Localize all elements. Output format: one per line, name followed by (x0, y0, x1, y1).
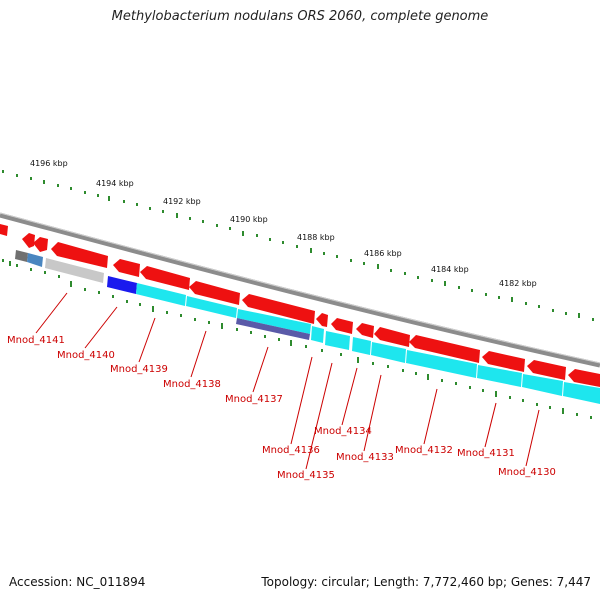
outer-scale-ticks (2, 170, 594, 321)
gene-feature (406, 350, 477, 378)
scale-label: 4190 kbp (230, 215, 268, 224)
gene-label: Mnod_4133 (336, 452, 394, 463)
cds-arrow (242, 294, 315, 324)
gene-feature (522, 374, 563, 396)
inner-scale-ticks (2, 259, 592, 419)
gene-feature (477, 365, 522, 387)
scale-label: 4186 kbp (364, 249, 402, 258)
cds-arrow (374, 327, 410, 347)
cds-arrow (0, 224, 8, 236)
cds-arrow (113, 259, 140, 277)
cds-arrow (482, 351, 525, 372)
gene-feature (186, 296, 237, 318)
scale-labels: 4196 kbp 4194 kbp 4192 kbp 4190 kbp 4188… (30, 159, 537, 288)
gene-label: Mnod_4139 (110, 364, 168, 375)
cds-arrow (356, 323, 374, 338)
scale-label: 4192 kbp (163, 197, 201, 206)
cds-arrow (316, 313, 328, 327)
map-title: Methylobacterium nodulans ORS 2060, comp… (111, 9, 489, 24)
gene-label: Mnod_4132 (395, 445, 453, 456)
cds-arrow (51, 242, 108, 268)
gene-feature (371, 342, 406, 363)
gene-label: Mnod_4135 (277, 470, 335, 481)
gene-labels: Mnod_4141 Mnod_4140 Mnod_4139 Mnod_4138 … (7, 335, 556, 481)
gene-feature (236, 318, 310, 340)
gene-label: Mnod_4140 (57, 350, 115, 361)
cds-arrow (568, 369, 600, 387)
cds-arrow (33, 237, 48, 252)
genome-summary-text: Topology: circular; Length: 7,772,460 bp… (261, 575, 591, 589)
scale-label: 4188 kbp (297, 233, 335, 242)
gene-label: Mnod_4138 (163, 379, 221, 390)
gene-feature (237, 309, 311, 334)
cds-arrow (189, 281, 240, 305)
cds-arrow (331, 318, 353, 334)
genome-backbone-highlight (0, 212, 600, 364)
cds-track (0, 224, 600, 387)
cds-arrow (409, 335, 480, 363)
scale-label: 4196 kbp (30, 159, 68, 168)
gene-label: Mnod_4134 (314, 426, 372, 437)
gene-leader-lines (35, 292, 540, 470)
gene-label: Mnod_4131 (457, 448, 515, 459)
gene-feature (45, 258, 104, 283)
gene-feature (563, 382, 600, 404)
gene-feature (27, 253, 43, 267)
gene-feature (15, 250, 28, 262)
accession-text: Accession: NC_011894 (9, 575, 146, 589)
gene-feature (352, 337, 371, 355)
gene-feature (311, 326, 324, 343)
gene-feature (136, 283, 186, 306)
gene-label: Mnod_4137 (225, 394, 283, 405)
scale-label: 4194 kbp (96, 179, 134, 188)
gene-label: Mnod_4141 (7, 335, 65, 346)
gene-label: Mnod_4136 (262, 445, 320, 456)
cds-arrow (527, 360, 566, 380)
gene-label: Mnod_4130 (498, 467, 556, 478)
scale-label: 4182 kbp (499, 279, 537, 288)
gene-track (15, 250, 600, 404)
gene-feature (107, 276, 137, 294)
genome-backbone (0, 212, 600, 368)
cds-arrow (22, 233, 35, 248)
scale-label: 4184 kbp (431, 265, 469, 274)
cds-arrow (140, 266, 190, 290)
gene-feature (325, 331, 350, 350)
